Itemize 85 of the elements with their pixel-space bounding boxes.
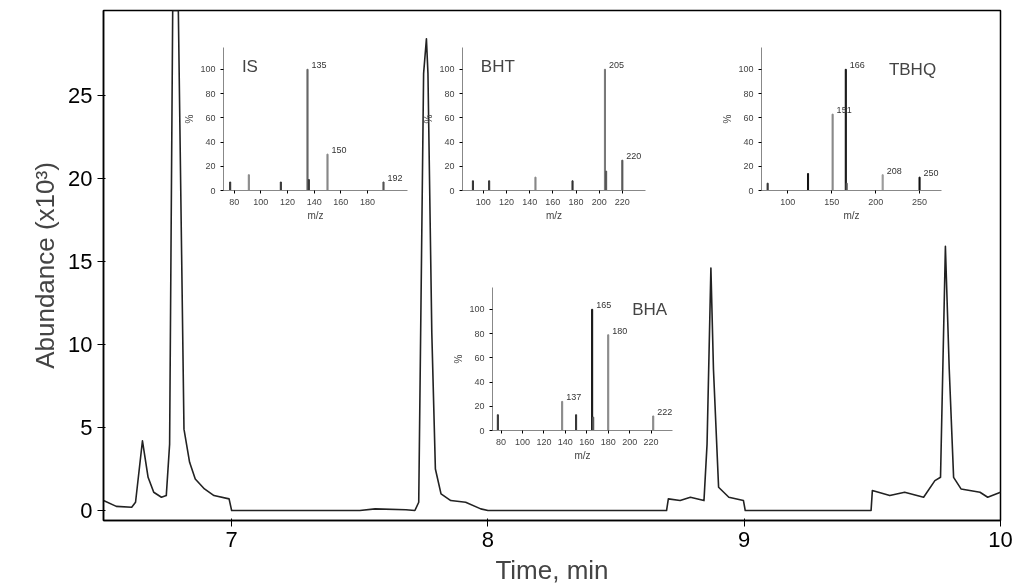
x-tick-label: 150 (824, 196, 840, 207)
x-tick-label: 200 (868, 196, 884, 207)
x-tick-label: 140 (306, 196, 322, 207)
y-tick-label: 20 (474, 401, 485, 412)
y-tick-label: 60 (474, 352, 485, 363)
annotation: 137 (566, 392, 582, 403)
y-tick-label: 15 (68, 248, 93, 274)
x-tick-label: 80 (496, 436, 507, 447)
y-tick-label: 60 (743, 112, 754, 123)
x-tick-label: 120 (536, 436, 552, 447)
y-tick-label: 80 (474, 328, 485, 339)
x-tick-label: 8 (481, 526, 495, 552)
y-tick-label: 25 (68, 82, 93, 108)
x-tick-label: 220 (614, 196, 630, 207)
y-tick-label: 100 (439, 64, 455, 75)
y-tick-label: 40 (205, 137, 216, 148)
y-tick-label: 100 (469, 304, 485, 315)
annotation: 222 (657, 406, 673, 417)
x-tick-label: 10 (988, 526, 1013, 552)
annotation: 180 (612, 325, 628, 336)
y-tick-label: 40 (743, 137, 754, 148)
annotation: 135 (311, 60, 327, 71)
x-tick-label: 9 (738, 526, 751, 552)
y-tick-label: 0 (748, 185, 754, 196)
text: BHT (480, 57, 515, 77)
x-tick-label: 100 (780, 196, 796, 207)
annotation: 205 (608, 60, 624, 71)
x-tick-label: 160 (545, 196, 561, 207)
y-axis-title: % (423, 114, 435, 124)
annotation: 165 (596, 300, 612, 311)
y-tick-label: 100 (738, 64, 754, 75)
x-tick-label: 200 (591, 196, 607, 207)
y-tick-label: 20 (205, 161, 216, 172)
x-axis-title: m/z (843, 209, 860, 221)
y-tick-label: 40 (474, 377, 485, 388)
x-tick-label: 140 (522, 196, 538, 207)
y-axis-title: % (453, 354, 465, 364)
x-axis-title: m/z (545, 209, 563, 221)
y-axis-title: % (184, 114, 196, 124)
y-tick-label: 20 (743, 161, 754, 172)
line-series (103, 10, 1001, 512)
x-tick-label: 100 (514, 436, 531, 447)
annotation: 166 (849, 60, 865, 71)
y-tick-label: 80 (743, 88, 754, 99)
y-tick-label: 0 (479, 425, 485, 436)
annotation: 150 (331, 145, 347, 156)
y-tick-label: 0 (80, 498, 93, 524)
annotation: 208 (886, 165, 902, 176)
y-tick-label: 80 (444, 88, 455, 99)
y-tick-label: 80 (205, 88, 216, 99)
x-tick-label: 180 (359, 196, 376, 207)
y-tick-label: 0 (449, 185, 455, 196)
y-tick-label: 40 (444, 137, 455, 148)
y-tick-label: 20 (444, 161, 455, 172)
y-axis-title: Abundance (x10³) (30, 162, 61, 369)
y-tick-label: 60 (444, 112, 455, 123)
x-tick-label: 180 (600, 436, 616, 447)
x-tick-label: 100 (253, 196, 269, 207)
x-tick-label: 160 (579, 436, 595, 447)
x-tick-label: 120 (499, 196, 515, 207)
x-tick-label: 220 (643, 436, 659, 447)
x-tick-label: 250 (912, 196, 928, 207)
x-tick-label: 7 (225, 526, 238, 552)
y-tick-label: 60 (205, 112, 216, 123)
y-tick-label: 20 (68, 165, 93, 191)
x-tick-label: 200 (622, 436, 638, 447)
y-tick-label: 5 (80, 414, 93, 440)
text: IS (241, 57, 258, 77)
x-tick-label: 140 (557, 436, 573, 447)
x-axis-title: m/z (307, 209, 324, 221)
x-axis-title: m/z (574, 449, 591, 461)
x-axis-title: Time, min (495, 554, 609, 585)
annotation: 250 (923, 168, 939, 179)
x-tick-label: 120 (279, 196, 296, 207)
y-tick-label: 100 (200, 64, 216, 75)
x-tick-label: 80 (229, 196, 240, 207)
text: BHA (632, 299, 668, 319)
y-axis-title: % (722, 114, 734, 124)
text: TBHQ (888, 59, 937, 79)
y-tick-label: 10 (68, 331, 93, 357)
y-tick-label: 0 (210, 185, 216, 196)
annotation: 220 (626, 151, 642, 162)
annotation: 192 (387, 173, 403, 184)
x-tick-label: 180 (568, 196, 584, 207)
x-tick-label: 160 (333, 196, 349, 207)
